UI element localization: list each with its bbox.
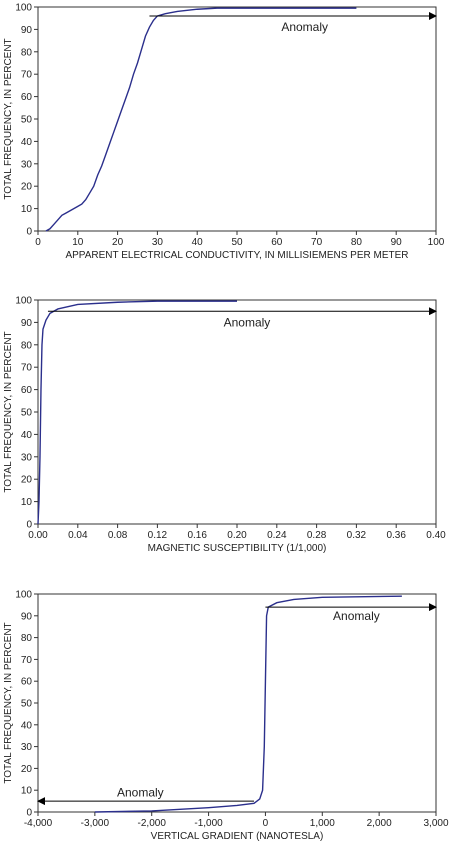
y-tick-label: 90 [21,25,33,36]
plot-frame [37,6,437,232]
x-tick-label: 0.24 [267,530,287,541]
x-tick-label: 1,000 [310,818,335,829]
x-tick-label: 90 [391,237,403,248]
annotation-text: Anomaly [281,20,328,34]
y-tick-label: 50 [21,699,33,710]
data-line [45,7,357,232]
plot-frame [37,299,437,525]
y-tick-label: 100 [15,3,32,14]
y-tick-label: 60 [21,385,33,396]
data-line [94,595,402,813]
x-tick-label: -3,000 [81,818,110,829]
x-tick-label: 0.36 [386,530,406,541]
x-tick-label: 0.04 [68,530,88,541]
y-tick-label: 40 [21,137,33,148]
x-tick-label: 0.00 [28,530,48,541]
annotation-text: Anomaly [224,315,271,329]
x-tick-label: 0.40 [426,530,446,541]
chart: 0 10 20 30 40 50 60 70 80 90 100 -4,000 -3,000 -2,000… [3,590,449,843]
y-tick-label: 50 [21,115,33,126]
x-tick-label: 0.28 [307,530,327,541]
y-tick-label: 0 [26,808,32,819]
x-tick-label: 60 [271,237,283,248]
annotation-text: Anomaly [333,609,380,623]
y-tick-label: 60 [21,92,33,103]
y-tick-label: 20 [21,764,33,775]
annotation-text: Anomaly [117,785,164,799]
x-tick-label: 70 [311,237,323,248]
chart: 0 10 20 30 40 50 60 70 80 90 100 0 10 20 30 40 50 60 70 80 9… [3,3,445,262]
chart: 0 10 20 30 40 50 60 70 80 90 100 0.00 0.04 0.08 0.12 0.… [3,296,446,555]
y-axis-label: TOTAL FREQUENCY, IN PERCENT [3,622,14,783]
x-tick-label: 10 [72,237,84,248]
x-tick-label: 0.32 [347,530,367,541]
plot-frame [37,593,437,813]
y-tick-label: 90 [21,611,33,622]
y-tick-label: 70 [21,655,33,666]
y-tick-label: 40 [21,720,33,731]
y-tick-label: 100 [15,296,32,307]
x-tick-label: -1,000 [194,818,223,829]
x-tick-label: 100 [428,237,445,248]
x-axis-label: VERTICAL GRADIENT (NANOTESLA) [151,831,324,842]
x-tick-label: 0.08 [108,530,128,541]
y-tick-label: 30 [21,452,33,463]
x-tick-label: 80 [351,237,363,248]
x-tick-label: 2,000 [367,818,392,829]
x-tick-label: 40 [192,237,204,248]
y-tick-label: 10 [21,497,33,508]
y-tick-label: 80 [21,633,33,644]
x-tick-label: 0.12 [148,530,168,541]
y-tick-label: 20 [21,475,33,486]
data-line [37,300,237,525]
y-tick-label: 0 [26,520,32,531]
x-tick-label: 30 [152,237,164,248]
y-tick-label: 90 [21,318,33,329]
y-axis-label: TOTAL FREQUENCY, IN PERCENT [3,331,14,492]
x-tick-label: 0.20 [227,530,247,541]
y-tick-label: 70 [21,363,33,374]
y-tick-label: 80 [21,47,33,58]
y-tick-label: 50 [21,408,33,419]
y-tick-label: 0 [26,227,32,238]
x-tick-label: -2,000 [138,818,167,829]
y-axis-label: TOTAL FREQUENCY, IN PERCENT [3,38,14,199]
y-tick-label: 30 [21,742,33,753]
x-tick-label: 3,000 [423,818,448,829]
x-tick-label: 0 [35,237,41,248]
x-tick-label: 0 [263,818,269,829]
y-tick-label: 100 [15,590,32,601]
y-tick-label: 30 [21,159,33,170]
x-tick-label: 0.16 [187,530,207,541]
y-tick-label: 80 [21,340,33,351]
x-tick-label: 20 [112,237,124,248]
y-tick-label: 20 [21,182,33,193]
y-tick-label: 10 [21,204,33,215]
y-tick-label: 70 [21,70,33,81]
y-tick-label: 60 [21,677,33,688]
y-tick-label: 40 [21,430,33,441]
x-tick-label: 50 [231,237,243,248]
x-axis-label: APPARENT ELECTRICAL CONDUCTIVITY, IN MIL… [65,250,408,261]
x-tick-label: -4,000 [24,818,53,829]
y-tick-label: 10 [21,786,33,797]
x-axis-label: MAGNETIC SUSCEPTIBILITY (1/1,000) [148,543,327,554]
